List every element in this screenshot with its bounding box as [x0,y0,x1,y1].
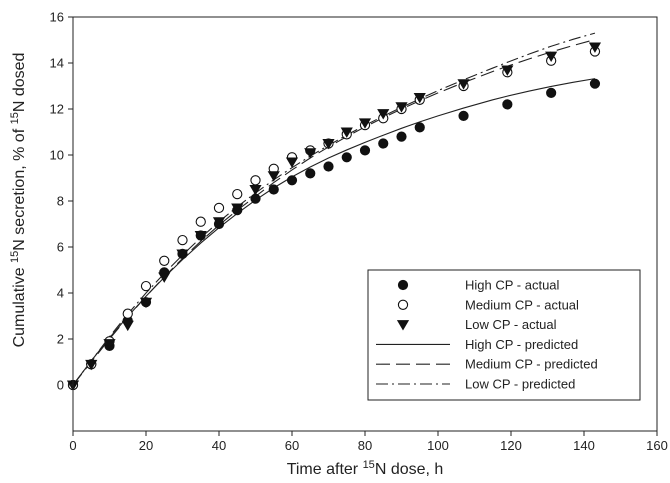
data-point-medium-cp-actual [140,280,152,292]
legend-label-low-cp-actual: Low CP - actual [465,317,557,332]
data-point-medium-cp-actual [250,175,261,186]
y-tick-label: 10 [50,148,64,163]
data-point-high-cp-actual [359,145,371,156]
legend: High CP - actual Medium CP - actual Low CP… [367,269,641,401]
x-axis-title: Time after 15N dose, h [287,459,444,478]
x-tick-label: 80 [358,438,372,453]
data-point-low-cp-actual [285,157,299,168]
data-point-low-cp-actual [212,217,226,228]
data-point-low-cp-actual [249,185,262,196]
data-point-high-cp-actual [546,87,557,99]
data-point-low-cp-actual [139,297,153,309]
legend-label-low-cp-predicted: Low CP - predicted [465,377,575,392]
data-point-low-cp-actual [358,118,372,129]
data-point-high-cp-actual [286,175,298,186]
data-point-low-cp-actual [588,42,602,53]
data-point-medium-cp-actual [159,255,170,266]
data-point-high-cp-actual [589,78,601,89]
data-point-low-cp-actual [304,148,317,159]
legend-label-medium-cp-actual: Medium CP - actual [465,297,579,312]
data-point-low-cp-actual [322,139,335,150]
data-point-low-cp-actual [158,272,171,283]
data-point-low-cp-actual [267,171,280,182]
legend-label-high-cp-predicted: High CP - predicted [465,337,578,352]
y-tick-label: 6 [57,240,64,255]
data-point-high-cp-actual [502,99,513,110]
y-tick-label: 2 [57,332,64,347]
y-tick-label: 8 [57,194,64,209]
y-axis-title: Cumulative 15N secretion, % of 15N dosed [9,53,28,348]
y-tick-label: 12 [50,102,64,117]
data-point-high-cp-actual [341,152,352,163]
data-point-high-cp-actual [268,184,279,195]
x-tick-label: 60 [285,438,299,453]
data-point-low-cp-actual [231,203,244,214]
legend-label-medium-cp-predicted: Medium CP - predicted [465,357,598,372]
data-point-high-cp-actual [250,193,261,204]
data-point-low-cp-actual [501,65,514,76]
data-point-medium-cp-actual [177,234,188,246]
data-point-low-cp-actual [457,79,470,90]
legend-marker-low-cp-actual [396,320,410,331]
data-point-low-cp-actual [545,51,558,63]
x-tick-label: 100 [427,438,449,453]
data-point-low-cp-actual [176,249,189,260]
x-tick-label: 140 [573,438,595,453]
y-tick-label: 0 [57,378,64,393]
data-point-high-cp-actual [378,138,389,149]
data-point-low-cp-actual [413,93,426,104]
legend-box [367,269,641,401]
data-point-low-cp-actual [377,109,390,120]
legend-marker-medium-cp-actual [397,299,409,310]
data-point-medium-cp-actual [232,188,243,200]
data-point-low-cp-actual [121,320,134,332]
data-point-high-cp-actual [414,122,425,133]
prediction-lines [72,32,596,386]
data-point-high-cp-actual [396,131,407,142]
legend-label-high-cp-actual: High CP - actual [465,278,560,293]
data-point-low-cp-actual [194,231,207,242]
y-tick-label: 4 [57,286,64,301]
data-point-low-cp-actual [395,102,408,113]
x-tick-label: 120 [500,438,522,453]
data-point-low-cp-actual [103,339,116,350]
data-point-low-cp-actual [85,359,98,371]
data-point-high-cp-actual [458,110,469,122]
x-tick-label: 160 [646,438,668,453]
data-point-high-cp-actual [305,168,316,179]
legend-marker-high-cp-actual [397,279,409,291]
data-point-low-cp-actual [340,127,353,138]
data-point-high-cp-actual [323,161,334,172]
data-points [66,42,602,391]
x-tick-label: 0 [69,438,76,453]
data-point-medium-cp-actual [195,216,206,227]
x-tick-label: 20 [139,438,153,453]
series-line-medium-cp-predicted [72,39,596,386]
y-tick-label: 14 [50,56,64,71]
x-tick-label: 40 [212,438,226,453]
data-point-medium-cp-actual [213,202,225,214]
y-tick-label: 16 [50,10,64,25]
data-point-medium-cp-actual [122,308,133,319]
